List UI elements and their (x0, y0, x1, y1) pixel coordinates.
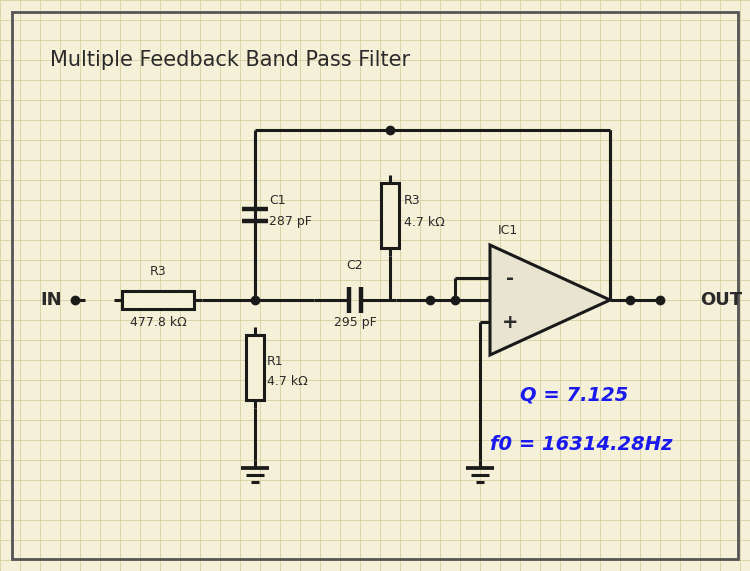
Text: 477.8 kΩ: 477.8 kΩ (130, 316, 186, 329)
Bar (381, 183, 399, 247)
Text: R3: R3 (404, 195, 421, 207)
Text: 295 pF: 295 pF (334, 316, 376, 329)
Text: C2: C2 (346, 259, 363, 272)
Text: Multiple Feedback Band Pass Filter: Multiple Feedback Band Pass Filter (50, 50, 410, 70)
Bar (122, 291, 194, 309)
Text: OUT: OUT (700, 291, 742, 309)
Polygon shape (490, 245, 610, 355)
Text: f0 = 16314.28Hz: f0 = 16314.28Hz (490, 436, 673, 455)
Text: -: - (506, 268, 514, 288)
Text: C1: C1 (269, 195, 286, 207)
Text: IC1: IC1 (498, 224, 518, 237)
Text: R3: R3 (150, 265, 166, 278)
Text: 287 pF: 287 pF (269, 215, 312, 227)
Bar (246, 335, 264, 400)
Text: Q = 7.125: Q = 7.125 (520, 385, 628, 404)
Text: 4.7 kΩ: 4.7 kΩ (267, 375, 308, 388)
Text: +: + (502, 312, 518, 332)
Text: R1: R1 (267, 355, 284, 368)
Text: IN: IN (40, 291, 62, 309)
Text: 4.7 kΩ: 4.7 kΩ (404, 216, 445, 230)
